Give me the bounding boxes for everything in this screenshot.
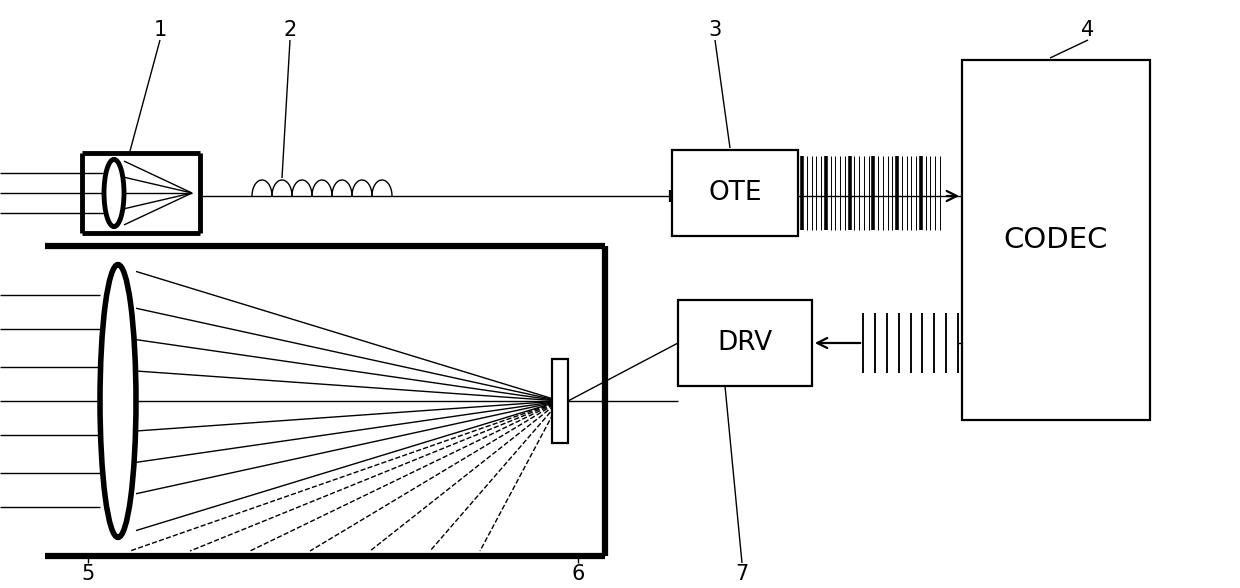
Bar [678,300,812,386]
Ellipse shape [104,159,124,226]
Text: DRV: DRV [718,330,773,356]
Text: 3: 3 [708,20,722,40]
Ellipse shape [100,265,136,537]
Text: 2: 2 [284,20,296,40]
Text: OTE: OTE [708,180,761,206]
Text: 1: 1 [154,20,166,40]
Text: 4: 4 [1081,20,1095,40]
Text: 5: 5 [82,564,94,584]
Text: 7: 7 [735,564,749,584]
Bar [552,359,568,443]
Text: CODEC: CODEC [1003,226,1109,254]
Bar [672,150,799,236]
Bar [962,60,1149,420]
Text: 6: 6 [572,564,585,584]
